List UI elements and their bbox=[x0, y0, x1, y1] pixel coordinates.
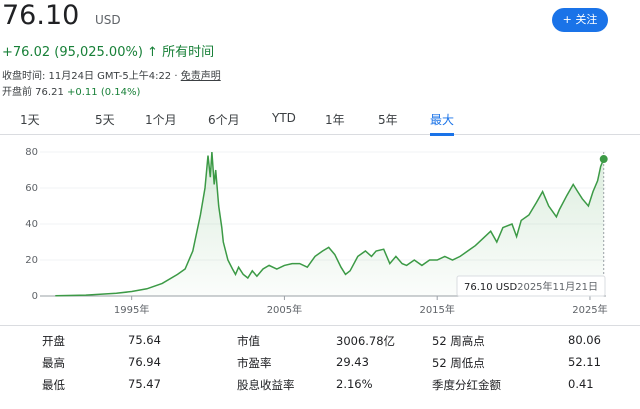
y-tick-label: 20 bbox=[25, 255, 38, 266]
disclaimer[interactable]: 免责声明 bbox=[180, 71, 221, 82]
divider bbox=[0, 134, 640, 135]
stat-label: 季度分红金额 bbox=[432, 378, 501, 392]
premarket-label: 开盘前 76.21 bbox=[2, 87, 64, 98]
change-value: +76.02 (95,025.00%) bbox=[2, 45, 143, 60]
tab[interactable]: 1个月 bbox=[145, 113, 177, 127]
x-tick-label: 2025年 bbox=[572, 303, 607, 316]
x-tick-label: 1995年 bbox=[114, 303, 149, 316]
stat-value: 80.06 bbox=[568, 333, 601, 347]
stat-label: 52 周高点 bbox=[432, 334, 485, 348]
tab[interactable]: 最大 bbox=[430, 111, 455, 136]
stat-value: 75.64 bbox=[128, 333, 161, 347]
stat-value: 3006.78亿 bbox=[336, 334, 396, 348]
y-tick-label: 0 bbox=[32, 291, 38, 302]
line bbox=[55, 151, 605, 297]
tooltip-date: 2025年11月21日 bbox=[517, 280, 598, 293]
tab[interactable]: YTD bbox=[272, 111, 296, 125]
y-tick-label: 80 bbox=[25, 147, 38, 158]
price: 76.10 bbox=[2, 0, 80, 31]
follow-label: 关注 bbox=[575, 13, 598, 26]
tooltip-price: 76.10 USD bbox=[464, 282, 517, 293]
y-tick-label: 40 bbox=[25, 219, 38, 230]
stat-value: 0.41 bbox=[568, 377, 594, 391]
stat-label: 开盘 bbox=[42, 334, 65, 348]
premarket: 开盘前 76.21 +0.11 (0.14%) bbox=[2, 83, 140, 98]
change: +76.02 (95,025.00%) ↑ 所有时间 bbox=[2, 45, 215, 60]
stat-value: 2.16% bbox=[336, 377, 373, 391]
tab[interactable]: 5年 bbox=[378, 113, 398, 127]
y-tick-label: 60 bbox=[25, 183, 38, 194]
tab[interactable]: 1年 bbox=[325, 113, 345, 127]
stat-value: 52.11 bbox=[568, 355, 601, 369]
stat-value: 75.47 bbox=[128, 377, 161, 391]
x-tick-label: 2015年 bbox=[419, 303, 454, 316]
stat-label: 52 周低点 bbox=[432, 356, 485, 370]
area bbox=[55, 152, 604, 296]
divider bbox=[0, 325, 640, 326]
stat-value: 76.94 bbox=[128, 355, 161, 369]
stat-value: 29.43 bbox=[336, 355, 369, 369]
period: 所有时间 bbox=[162, 45, 215, 60]
close-time: 收盘时间: 11月24日 GMT-5上午4:22 · bbox=[2, 71, 178, 82]
close-info: 收盘时间: 11月24日 GMT-5上午4:22 · 免责声明 bbox=[2, 67, 221, 82]
stat-label: 市值 bbox=[237, 334, 260, 348]
tab[interactable]: 1天 bbox=[20, 113, 40, 127]
tab[interactable]: 6个月 bbox=[208, 113, 240, 127]
chart: 0 20 40 60 80 1995年 2005年 2015年 2025年 76.10 USD 20… bbox=[25, 147, 608, 316]
stat-label: 最低 bbox=[42, 378, 65, 392]
stat-label: 最高 bbox=[42, 356, 65, 370]
x-tick-label: 2005年 bbox=[267, 303, 302, 316]
stat-label: 股息收益率 bbox=[237, 378, 295, 392]
currency: USD bbox=[95, 13, 121, 27]
premarket-change: +0.11 (0.14%) bbox=[67, 87, 141, 98]
follow-button[interactable]: + 关注 bbox=[552, 8, 608, 32]
stat-label: 市盈率 bbox=[237, 356, 272, 370]
end-point bbox=[599, 155, 608, 164]
tooltip-box bbox=[456, 275, 606, 297]
tab[interactable]: 5天 bbox=[95, 113, 115, 127]
